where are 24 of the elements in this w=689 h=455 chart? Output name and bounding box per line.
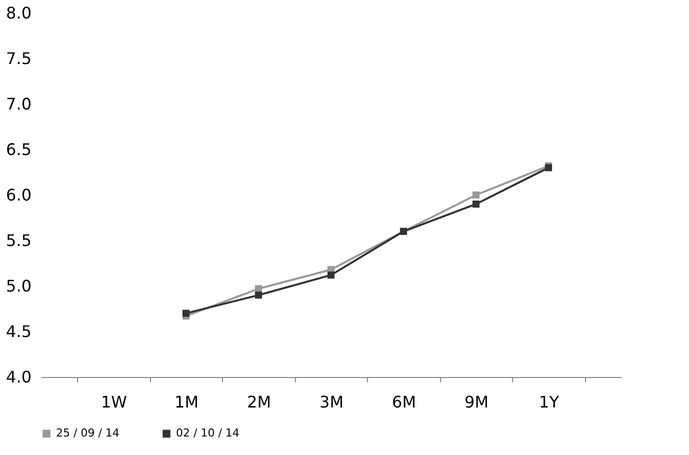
point: [182, 310, 190, 317]
point: [472, 200, 480, 208]
x-tick-label: 9M: [464, 392, 488, 412]
x-tick-label: 2M: [247, 392, 271, 412]
y-tick-label: 6.0: [6, 186, 32, 204]
point: [254, 285, 262, 292]
point: [327, 272, 335, 279]
x-tick-label: 1W: [101, 392, 128, 412]
point: [254, 292, 262, 299]
x-tick-label: 6M: [392, 392, 416, 412]
y-tick-label: 7.5: [6, 49, 32, 68]
y-tick-label: 8.0: [6, 4, 32, 22]
legend-label: 25 / 09 / 14: [56, 426, 120, 440]
y-tick-label: 7.0: [6, 94, 32, 114]
y-tick-label: 4.0: [6, 368, 32, 386]
x-tick-label: 3M: [320, 392, 344, 412]
y-tick-label: 6.5: [6, 140, 32, 159]
x-tick-label: 1Y: [539, 392, 560, 412]
x-tick-label: 1M: [174, 392, 198, 412]
y-tick-label: 4.5: [6, 322, 32, 341]
legend-label: 02 / 10 / 14: [176, 426, 240, 440]
point: [472, 191, 480, 199]
y-tick-label: 5.0: [6, 276, 32, 296]
y-tick-label: 5.5: [6, 231, 32, 250]
